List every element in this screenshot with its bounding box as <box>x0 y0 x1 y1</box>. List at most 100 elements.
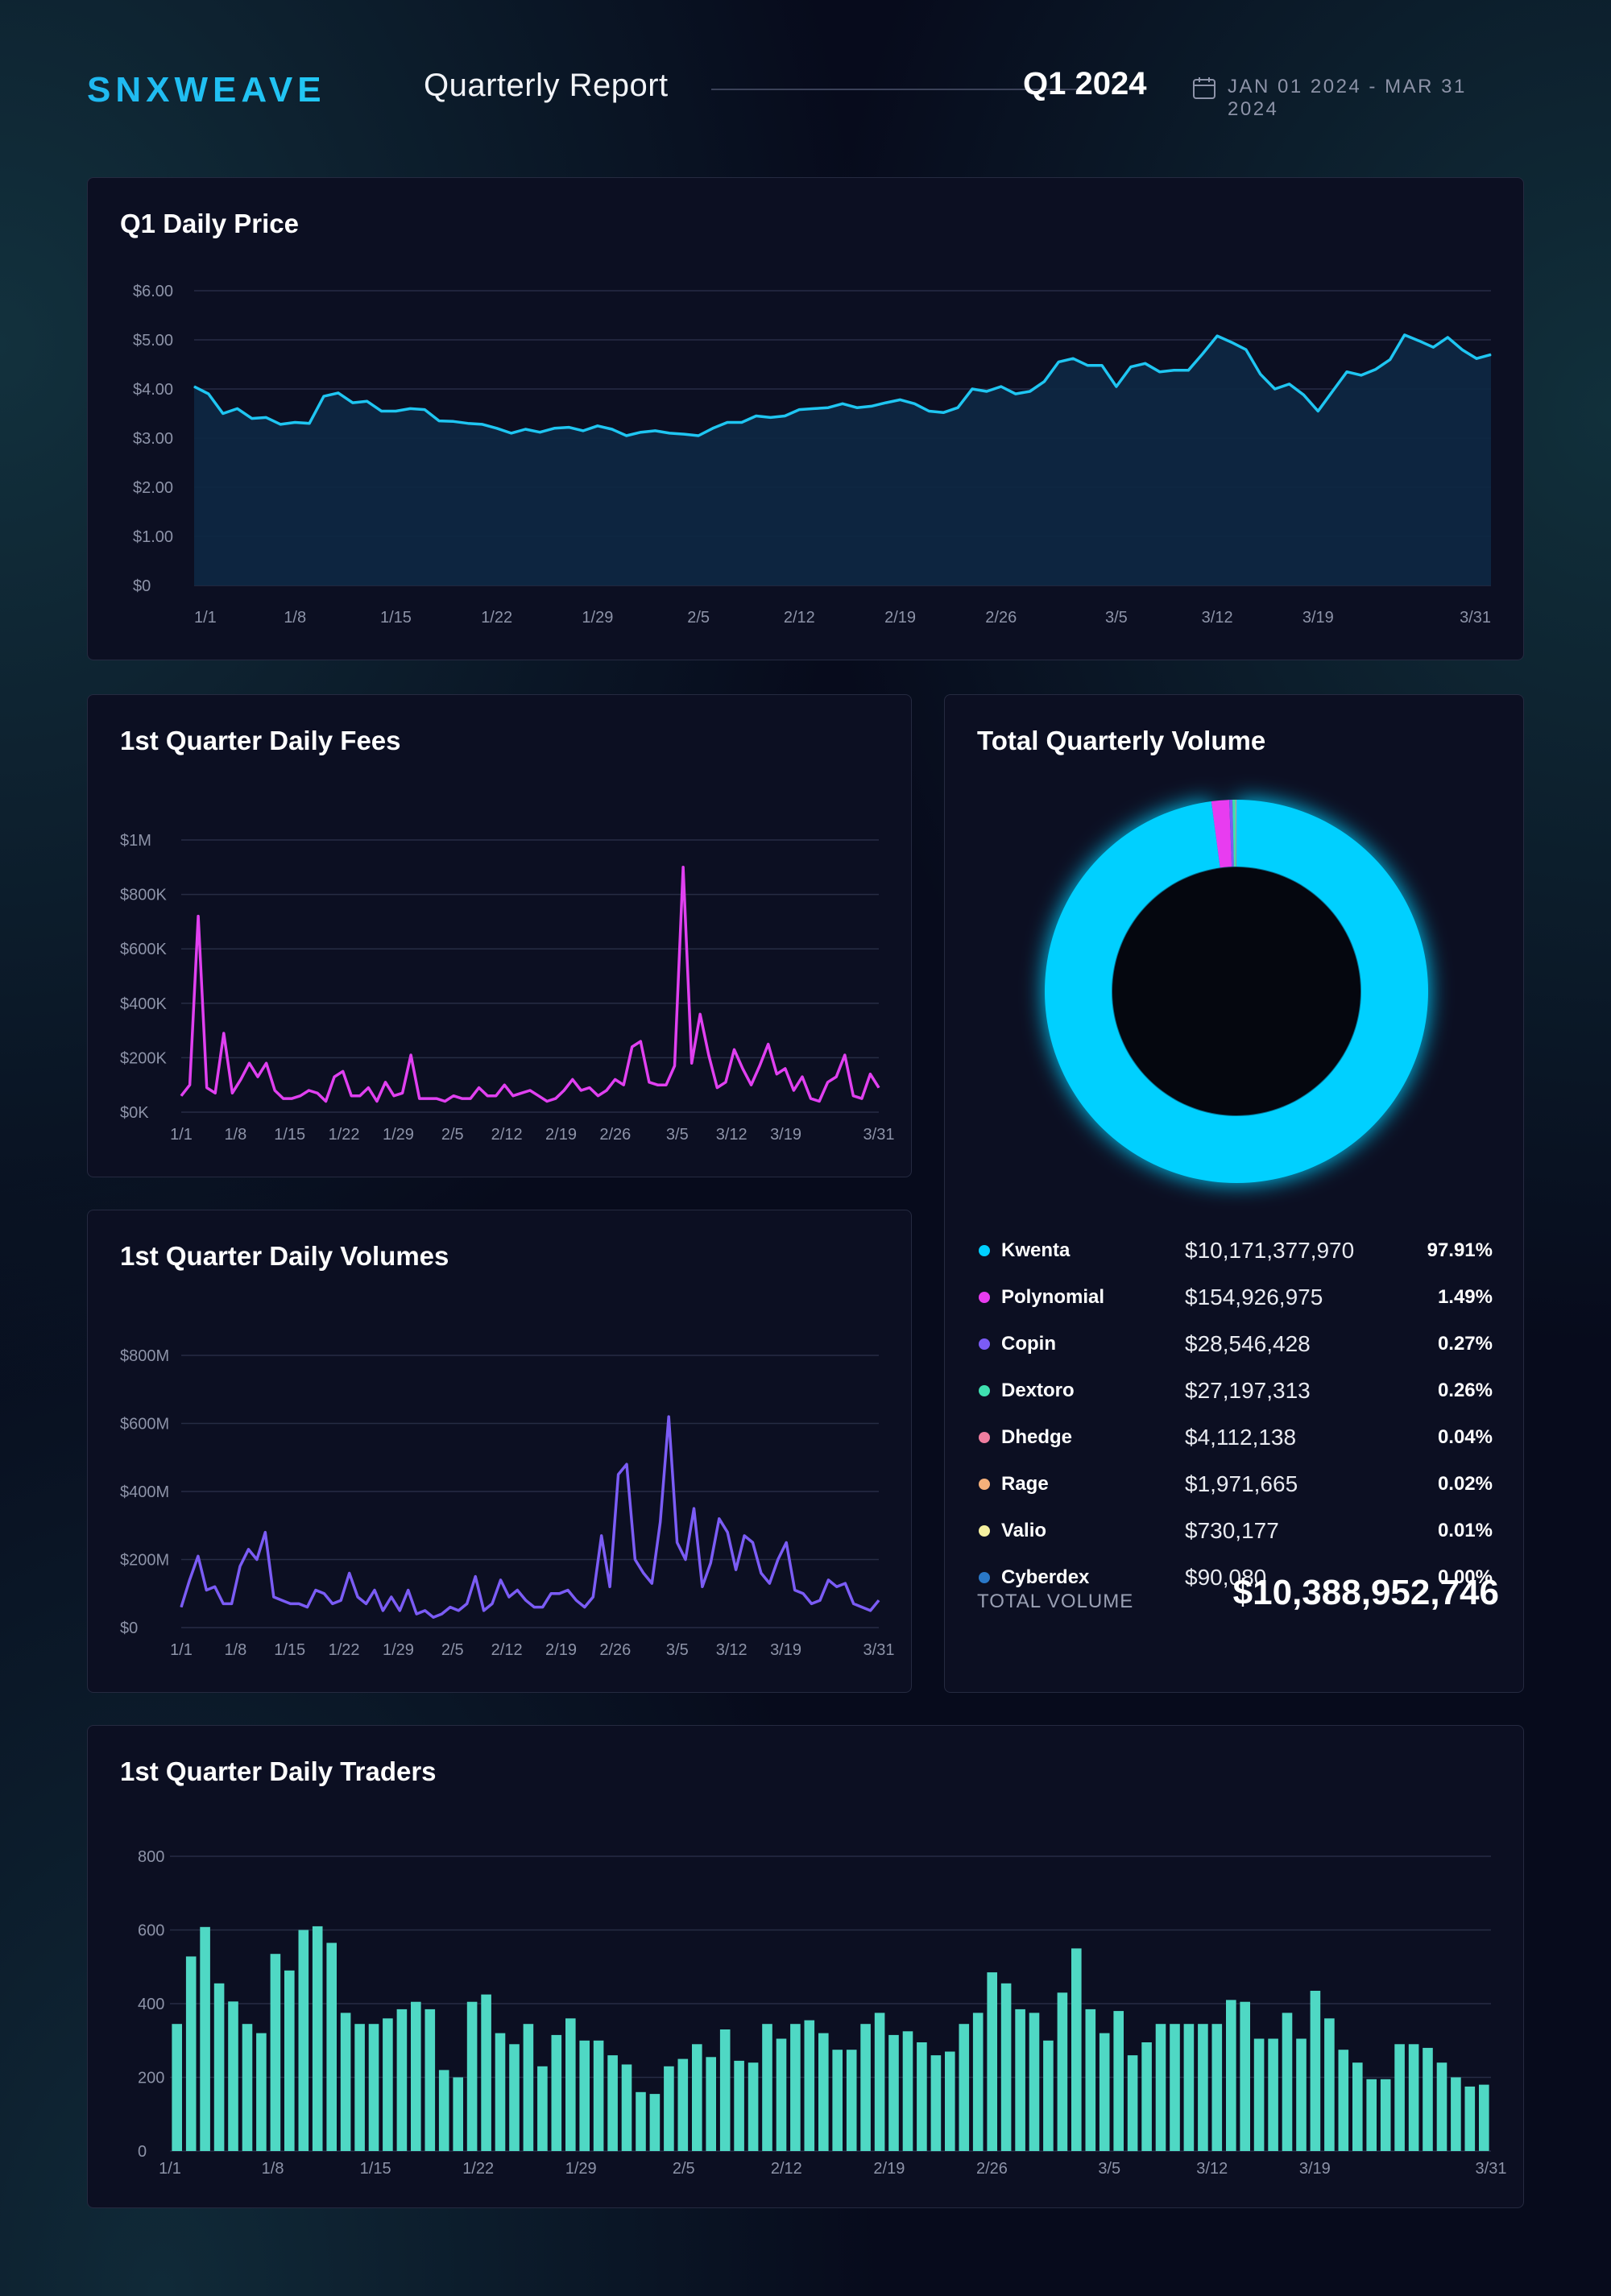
data-point <box>986 391 988 392</box>
traders-bar <box>1029 2013 1040 2151</box>
data-point <box>727 1532 728 1533</box>
data-point <box>768 1582 770 1584</box>
data-point <box>1072 358 1074 359</box>
traders-bar <box>213 1983 225 2151</box>
traders-bar <box>1170 2024 1180 2151</box>
legend-percent: 97.91% <box>1427 1239 1493 1261</box>
data-point <box>971 388 973 390</box>
data-point <box>520 1092 522 1094</box>
data-point <box>691 1062 693 1064</box>
legend-dot <box>979 1292 990 1303</box>
traders-bar <box>298 1930 309 2151</box>
traders-bar <box>270 1954 281 2151</box>
legend-name: Rage <box>1001 1473 1049 1495</box>
traders-bar <box>1043 2040 1054 2152</box>
traders-bar <box>846 2050 857 2151</box>
legend-value: $28,546,428 <box>1185 1331 1311 1356</box>
data-point <box>231 1603 233 1604</box>
x-tick-label: 2/19 <box>545 1126 577 1144</box>
y-tick-label: $1.00 <box>133 528 173 546</box>
y-tick-label: $800M <box>120 1347 169 1365</box>
traders-bar <box>411 2001 421 2151</box>
traders-bar <box>706 2057 716 2151</box>
data-point <box>623 1084 624 1086</box>
traders-bar <box>565 2018 576 2151</box>
volumes-panel: 1st Quarter Daily Volumes $0 $200M $400M $6… <box>87 1210 912 1693</box>
legend-percent: 0.27% <box>1437 1333 1493 1355</box>
data-point <box>359 1095 361 1097</box>
data-point <box>546 1101 548 1102</box>
legend-percent: 0.00% <box>1437 1566 1493 1588</box>
x-tick-label: 1/15 <box>360 2160 391 2178</box>
data-point <box>853 1603 855 1604</box>
data-point <box>643 1572 644 1574</box>
data-point <box>1159 371 1161 373</box>
x-tick-label: 1/8 <box>262 2160 284 2178</box>
data-point <box>237 407 238 409</box>
data-point <box>381 411 383 412</box>
x-tick-label: 1/1 <box>159 2160 181 2178</box>
date-range: JAN 01 2024 - MAR 31 2024 <box>1228 76 1467 120</box>
data-point <box>332 1603 333 1604</box>
data-point <box>634 1559 636 1560</box>
x-tick-label: 1/29 <box>582 609 613 627</box>
legend-item: Valio $730,177 0.01% <box>977 1515 1493 1547</box>
data-point <box>424 1610 426 1611</box>
y-tick-label: $200K <box>120 1049 167 1067</box>
x-tick-label: 2/12 <box>784 609 815 627</box>
x-tick-label: 3/5 <box>666 1126 689 1144</box>
data-point <box>618 1474 619 1475</box>
data-point <box>582 430 584 432</box>
data-point <box>283 1098 284 1099</box>
data-point <box>1029 391 1031 392</box>
data-point <box>752 1541 753 1543</box>
data-point <box>611 428 613 430</box>
traders-bar <box>579 2040 590 2152</box>
x-tick-label: 3/12 <box>1202 609 1233 627</box>
report-subtitle: Quarterly Report <box>424 68 669 103</box>
traders-bar <box>1183 2024 1195 2151</box>
data-point <box>294 422 296 423</box>
traders-bar <box>1155 2024 1166 2151</box>
x-tick-label: 2/12 <box>491 1126 523 1144</box>
traders-bar <box>930 2055 942 2152</box>
x-tick-label: 2/26 <box>976 2160 1008 2178</box>
fees-line <box>180 866 880 1103</box>
traders-bar <box>1141 2042 1152 2151</box>
x-tick-label: 2/5 <box>687 609 710 627</box>
legend-value: $90,080 <box>1185 1565 1267 1590</box>
x-tick-label: 1/8 <box>224 1126 246 1144</box>
data-point <box>222 1603 224 1604</box>
data-point <box>1317 411 1319 412</box>
x-tick-label: 1/1 <box>170 1641 193 1659</box>
data-point <box>913 403 915 404</box>
data-point <box>656 1084 658 1086</box>
y-tick-label: 200 <box>138 2070 164 2087</box>
data-point <box>508 1596 510 1598</box>
donut-slice-dextoro <box>1232 800 1236 867</box>
y-tick-label: $5.00 <box>133 332 173 350</box>
traders-bar <box>1423 2047 1433 2151</box>
legend-value: $27,197,313 <box>1185 1378 1311 1403</box>
data-point <box>861 1098 863 1099</box>
data-point <box>410 1054 412 1056</box>
data-point <box>871 405 872 407</box>
data-point <box>367 1087 369 1089</box>
legend-percent: 0.01% <box>1437 1520 1493 1541</box>
data-point <box>793 1090 794 1091</box>
x-tick-label: 2/5 <box>441 1126 464 1144</box>
traders-bar <box>172 2024 182 2151</box>
data-point <box>811 1603 812 1604</box>
y-tick-label: $2.00 <box>133 479 173 497</box>
report-header: SNXWEAVE Quarterly Report Q1 2024 JAN 01… <box>87 64 1524 120</box>
x-tick-label: 2/5 <box>441 1641 464 1659</box>
traders-bar <box>1211 2024 1223 2151</box>
traders-bar <box>762 2024 772 2151</box>
traders-bar <box>874 2013 885 2151</box>
data-point <box>798 409 800 411</box>
traders-bar <box>621 2064 632 2151</box>
legend-dot <box>979 1479 990 1490</box>
x-tick-label: 3/31 <box>863 1641 895 1659</box>
traders-bar <box>1479 2084 1489 2151</box>
traders-bar <box>256 2033 267 2151</box>
